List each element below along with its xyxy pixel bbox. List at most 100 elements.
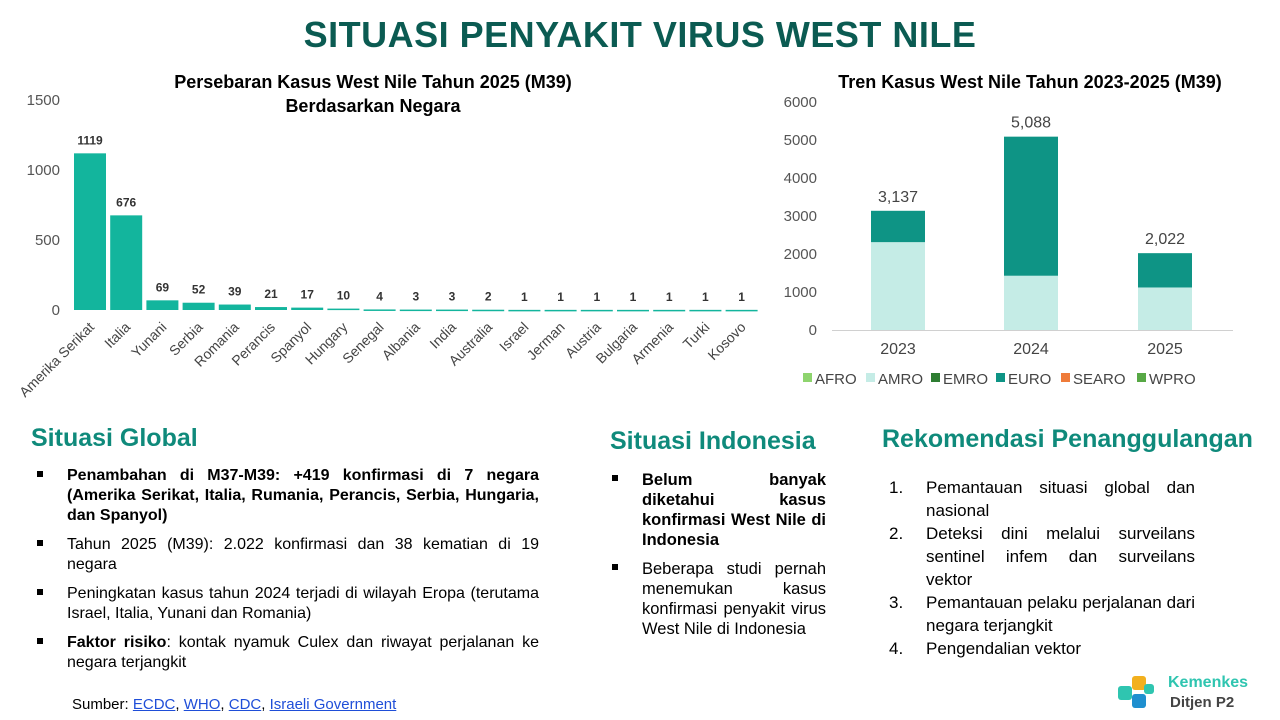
legend-label-wpro: WPRO xyxy=(1149,371,1196,388)
bullet-icon xyxy=(37,638,43,644)
y-tick-label: 1000 xyxy=(27,162,60,179)
bar xyxy=(725,309,758,312)
recommendation-number: 3. xyxy=(889,593,904,612)
y-tick-label: 3000 xyxy=(784,208,817,225)
legend-label-searo: SEARO xyxy=(1073,371,1126,388)
data-label: 1 xyxy=(521,290,528,304)
source-link[interactable]: CDC xyxy=(228,696,262,713)
data-label: 52 xyxy=(192,283,206,297)
bar xyxy=(617,309,649,312)
recommendation-item: 2. Deteksi dini melalui surveilans sentin… xyxy=(882,522,1195,591)
data-label: 3 xyxy=(449,290,456,304)
recommendation-item: 1. Pemantauan situasi global dan nasional xyxy=(882,476,1195,522)
global-item-bold: Faktor risiko xyxy=(67,634,167,651)
total-label: 3,137 xyxy=(878,189,918,206)
recommendation-list: 1. Pemantauan situasi global dan nasional… xyxy=(882,476,1195,660)
data-label: 4 xyxy=(376,289,383,303)
data-label: 69 xyxy=(156,280,170,294)
data-label: 1119 xyxy=(77,133,103,147)
page-title: SITUASI PENYAKIT VIRUS WEST NILE xyxy=(303,14,977,55)
bar xyxy=(291,307,324,310)
bullet-icon xyxy=(37,471,43,477)
global-item: Faktor risiko: kontak nyamuk Culex dan r… xyxy=(36,633,539,673)
data-label: 10 xyxy=(337,289,351,303)
kemenkes-logo-icon xyxy=(1118,676,1154,708)
y-tick-label: 0 xyxy=(809,322,817,339)
y-tick-label: 1500 xyxy=(27,92,60,109)
indonesia-section-title: Situasi Indonesia xyxy=(610,427,816,455)
data-label: 1 xyxy=(593,290,600,304)
bar xyxy=(146,300,179,310)
bar xyxy=(472,309,505,312)
data-label: 2 xyxy=(485,290,492,304)
bar xyxy=(544,309,577,312)
chart1-title-line2: Berdasarkan Negara xyxy=(285,96,461,116)
recommendation-item: 4. Pengendalian vektor xyxy=(882,637,1195,660)
y-tick-label: 4000 xyxy=(784,170,817,187)
bar xyxy=(218,304,251,310)
y-tick-label: 6000 xyxy=(784,94,817,111)
bar xyxy=(327,308,360,311)
legend-label-amro: AMRO xyxy=(878,371,923,388)
data-label: 676 xyxy=(116,195,136,209)
bar xyxy=(399,309,432,312)
y-tick-label: 2000 xyxy=(784,246,817,263)
bar xyxy=(255,307,287,310)
bar xyxy=(363,309,396,311)
legend-label-afro: AFRO xyxy=(815,371,857,388)
legend-swatch-emro xyxy=(931,373,940,382)
global-bullet-list: Penambahan di M37-M39: +419 konfirmasi d… xyxy=(36,466,539,682)
source-link[interactable]: WHO xyxy=(183,696,221,713)
logo-subtitle: Ditjen P2 xyxy=(1170,694,1235,711)
recommendation-text: Pemantauan pelaku perjalanan dari negara… xyxy=(926,593,1195,635)
global-item: Peningkatan kasus tahun 2024 terjadi di … xyxy=(36,584,539,624)
global-item-text: : kontak nyamuk Culex dan riwayat perjal… xyxy=(67,634,539,671)
recommendation-number: 4. xyxy=(889,639,904,658)
global-item: Tahun 2025 (M39): 2.022 konfirmasi dan 3… xyxy=(36,535,539,575)
bar-segment-amro xyxy=(871,242,925,330)
kemenkes-logo: Kemenkes Ditjen P2 xyxy=(1114,672,1274,716)
bar xyxy=(436,309,468,312)
source-link[interactable]: ECDC xyxy=(132,696,176,713)
global-section-title: Situasi Global xyxy=(31,424,198,452)
x-tick-label: 2024 xyxy=(1013,341,1049,358)
bar xyxy=(508,309,541,312)
bar-segment-amro xyxy=(1004,275,1058,330)
x-tick-label: 2025 xyxy=(1147,341,1183,358)
indonesia-item-bold: Belum banyak diketahui kasus konfirmasi … xyxy=(642,471,826,549)
indonesia-item: Belum banyak diketahui kasus konfirmasi … xyxy=(611,470,826,550)
recommendation-text: Pemantauan situasi global dan nasional xyxy=(926,478,1195,520)
recommendation-text: Pengendalian vektor xyxy=(926,639,1082,658)
global-item-bold: Penambahan di M37-M39: +419 konfirmasi d… xyxy=(67,467,539,524)
bullet-icon xyxy=(37,589,43,595)
recommendation-item: 3. Pemantauan pelaku perjalanan dari nega… xyxy=(882,591,1195,637)
legend-label-euro: EURO xyxy=(1008,371,1051,388)
data-label: 1 xyxy=(630,290,637,304)
chart2-title: Tren Kasus West Nile Tahun 2023-2025 (M3… xyxy=(838,72,1222,92)
global-item: Penambahan di M37-M39: +419 konfirmasi d… xyxy=(36,466,539,526)
source-link[interactable]: Israeli Government xyxy=(269,696,397,713)
bullet-icon xyxy=(612,475,618,481)
y-tick-label: 1000 xyxy=(784,284,817,301)
chart1-title: Persebaran Kasus West Nile Tahun 2025 (M… xyxy=(108,70,638,118)
data-label: 1 xyxy=(702,290,709,304)
bar xyxy=(580,309,613,312)
legend-swatch-amro xyxy=(866,373,875,382)
chart1-title-line1: Persebaran Kasus West Nile Tahun 2025 (M… xyxy=(174,72,572,92)
global-item-text: Tahun 2025 (M39): 2.022 konfirmasi dan 3… xyxy=(67,536,539,573)
total-label: 2,022 xyxy=(1145,231,1185,248)
source-line: Sumber: ECDC, WHO, CDC, Israeli Governme… xyxy=(72,696,397,713)
legend-swatch-afro xyxy=(803,373,812,382)
data-label: 1 xyxy=(557,290,564,304)
legend-swatch-wpro xyxy=(1137,373,1146,382)
y-tick-label: 500 xyxy=(35,232,60,249)
bullet-icon xyxy=(612,564,618,570)
y-tick-label: 0 xyxy=(52,302,60,319)
legend-label-emro: EMRO xyxy=(943,371,988,388)
trend-stacked-bar-chart: 0 1000 2000 3000 4000 5000 6000 3,137 2023 5,088 2… xyxy=(784,94,1233,388)
bullet-icon xyxy=(37,540,43,546)
bar xyxy=(110,215,143,310)
indonesia-item-text: Beberapa studi pernah menemukan kasus ko… xyxy=(642,560,826,638)
data-label: 3 xyxy=(412,290,419,304)
logo-name: Kemenkes xyxy=(1168,674,1249,691)
